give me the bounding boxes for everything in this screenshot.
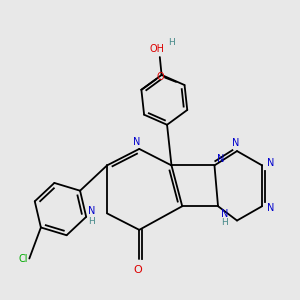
Text: N: N [88,206,96,215]
Text: N: N [232,138,239,148]
Text: O: O [134,265,142,275]
Text: Cl: Cl [18,254,28,264]
Text: N: N [133,137,140,148]
Text: H: H [88,217,95,226]
Text: OH: OH [149,44,164,54]
Text: N: N [267,203,275,213]
Text: O: O [157,72,164,82]
Text: N: N [221,209,228,219]
Text: N: N [217,154,225,164]
Text: N: N [267,158,275,167]
Text: H: H [168,38,175,46]
Text: H: H [221,218,228,227]
